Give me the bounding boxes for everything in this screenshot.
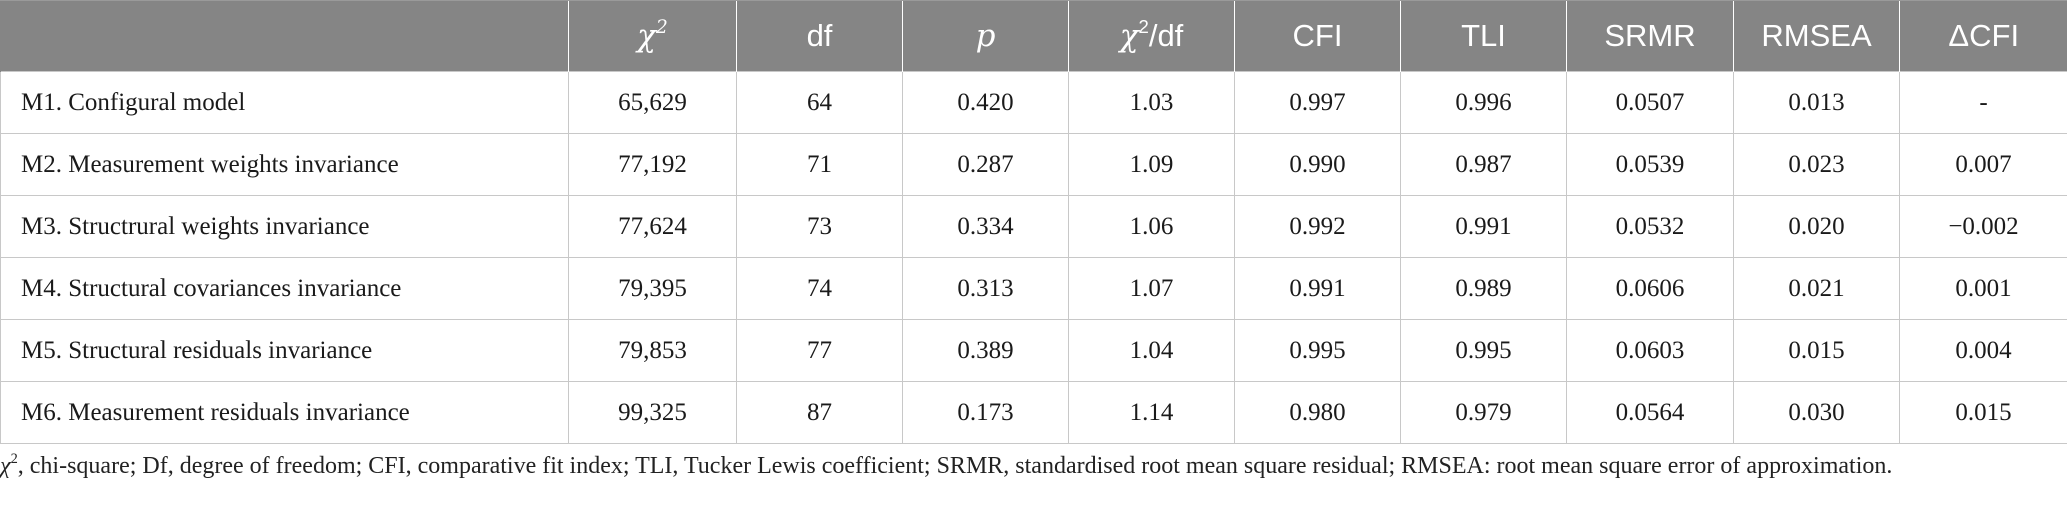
cell-chi2df: 1.03 bbox=[1068, 71, 1235, 134]
cell-chi2: 79,395 bbox=[568, 257, 737, 320]
cell-tli: 0.987 bbox=[1400, 133, 1567, 196]
cell-tli: 0.989 bbox=[1400, 257, 1567, 320]
cell-model: M4. Structural covariances invariance bbox=[0, 257, 569, 320]
header-dcfi: ΔCFI bbox=[1899, 0, 2067, 72]
cell-dcfi: - bbox=[1899, 71, 2067, 134]
cell-cfi: 0.992 bbox=[1234, 195, 1401, 258]
header-chi2-symbol: χ bbox=[637, 18, 656, 54]
cell-rmsea: 0.023 bbox=[1733, 133, 1900, 196]
header-chi2df: χ2/df bbox=[1068, 0, 1235, 72]
cell-srmr: 0.0507 bbox=[1566, 71, 1734, 134]
cell-chi2: 79,853 bbox=[568, 319, 737, 382]
cell-dcfi: 0.007 bbox=[1899, 133, 2067, 196]
cell-cfi: 0.990 bbox=[1234, 133, 1401, 196]
cell-chi2: 99,325 bbox=[568, 381, 737, 444]
header-p: p bbox=[902, 0, 1069, 72]
cell-srmr: 0.0603 bbox=[1566, 319, 1734, 382]
cell-chi2: 77,624 bbox=[568, 195, 737, 258]
cell-chi2df: 1.07 bbox=[1068, 257, 1235, 320]
footnote-chi-symbol: χ bbox=[0, 453, 11, 479]
cell-tli: 0.979 bbox=[1400, 381, 1567, 444]
cell-model: M6. Measurement residuals invariance bbox=[0, 381, 569, 444]
cell-srmr: 0.0532 bbox=[1566, 195, 1734, 258]
table-row: M2. Measurement weights invariance 77,192… bbox=[0, 133, 2067, 196]
cell-df: 74 bbox=[736, 257, 903, 320]
cell-chi2df: 1.04 bbox=[1068, 319, 1235, 382]
cell-chi2df: 1.09 bbox=[1068, 133, 1235, 196]
header-chi2: χ2 bbox=[568, 0, 737, 72]
cell-df: 71 bbox=[736, 133, 903, 196]
table-row: M1. Configural model 65,629 64 0.420 1.03 0.9… bbox=[0, 71, 2067, 134]
cell-cfi: 0.980 bbox=[1234, 381, 1401, 444]
cell-rmsea: 0.015 bbox=[1733, 319, 1900, 382]
header-chi2df-symbol: χ bbox=[1119, 18, 1139, 54]
cell-tli: 0.995 bbox=[1400, 319, 1567, 382]
cell-p: 0.173 bbox=[902, 381, 1069, 444]
cell-model: M3. Structrural weights invariance bbox=[0, 195, 569, 258]
table-footnote: χ2, chi-square; Df, degree of freedom; C… bbox=[0, 448, 2060, 484]
header-tli: TLI bbox=[1400, 0, 1567, 72]
cell-dcfi: 0.001 bbox=[1899, 257, 2067, 320]
table-row: M5. Structural residuals invariance 79,85… bbox=[0, 319, 2067, 382]
cell-chi2: 65,629 bbox=[568, 71, 737, 134]
cell-model: M2. Measurement weights invariance bbox=[0, 133, 569, 196]
cell-chi2df: 1.14 bbox=[1068, 381, 1235, 444]
table-row: M3. Structrural weights invariance 77,624… bbox=[0, 195, 2067, 258]
cell-p: 0.420 bbox=[902, 71, 1069, 134]
header-chi2df-sup: 2 bbox=[1138, 15, 1149, 37]
cell-dcfi: −0.002 bbox=[1899, 195, 2067, 258]
cell-p: 0.389 bbox=[902, 319, 1069, 382]
cell-tli: 0.991 bbox=[1400, 195, 1567, 258]
header-srmr: SRMR bbox=[1566, 0, 1734, 72]
cell-srmr: 0.0564 bbox=[1566, 381, 1734, 444]
cell-srmr: 0.0606 bbox=[1566, 257, 1734, 320]
cell-rmsea: 0.021 bbox=[1733, 257, 1900, 320]
cell-p: 0.334 bbox=[902, 195, 1069, 258]
table-row: M6. Measurement residuals invariance 99,3… bbox=[0, 381, 2067, 444]
cell-rmsea: 0.020 bbox=[1733, 195, 1900, 258]
header-df: df bbox=[736, 0, 903, 72]
cell-p: 0.287 bbox=[902, 133, 1069, 196]
header-chi2df-rest: /df bbox=[1148, 18, 1184, 53]
cell-p: 0.313 bbox=[902, 257, 1069, 320]
cell-rmsea: 0.030 bbox=[1733, 381, 1900, 444]
cell-model: M5. Structural residuals invariance bbox=[0, 319, 569, 382]
cell-cfi: 0.991 bbox=[1234, 257, 1401, 320]
cell-df: 87 bbox=[736, 381, 903, 444]
fit-indices-table-container: χ2 df p χ2/df CFI TLI SRMR RMSEA ΔCFI M1… bbox=[0, 0, 2067, 444]
cell-df: 73 bbox=[736, 195, 903, 258]
cell-tli: 0.996 bbox=[1400, 71, 1567, 134]
header-rmsea: RMSEA bbox=[1733, 0, 1900, 72]
cell-rmsea: 0.013 bbox=[1733, 71, 1900, 134]
cell-cfi: 0.997 bbox=[1234, 71, 1401, 134]
cell-model: M1. Configural model bbox=[0, 71, 569, 134]
cell-df: 77 bbox=[736, 319, 903, 382]
cell-chi2df: 1.06 bbox=[1068, 195, 1235, 258]
header-cfi: CFI bbox=[1234, 0, 1401, 72]
cell-cfi: 0.995 bbox=[1234, 319, 1401, 382]
cell-df: 64 bbox=[736, 71, 903, 134]
fit-indices-table: χ2 df p χ2/df CFI TLI SRMR RMSEA ΔCFI M1… bbox=[0, 0, 2067, 444]
header-model bbox=[0, 0, 569, 72]
cell-dcfi: 0.015 bbox=[1899, 381, 2067, 444]
footnote-text: , chi-square; Df, degree of freedom; CFI… bbox=[17, 453, 1893, 479]
table-row: M4. Structural covariances invariance 79,… bbox=[0, 257, 2067, 320]
cell-dcfi: 0.004 bbox=[1899, 319, 2067, 382]
table-body: M1. Configural model 65,629 64 0.420 1.03 0.9… bbox=[0, 71, 2067, 444]
cell-chi2: 77,192 bbox=[568, 133, 737, 196]
header-row: χ2 df p χ2/df CFI TLI SRMR RMSEA ΔCFI bbox=[0, 0, 2067, 72]
footnote-chi-sup: 2 bbox=[10, 450, 18, 467]
cell-srmr: 0.0539 bbox=[1566, 133, 1734, 196]
header-chi2-sup: 2 bbox=[655, 16, 668, 38]
